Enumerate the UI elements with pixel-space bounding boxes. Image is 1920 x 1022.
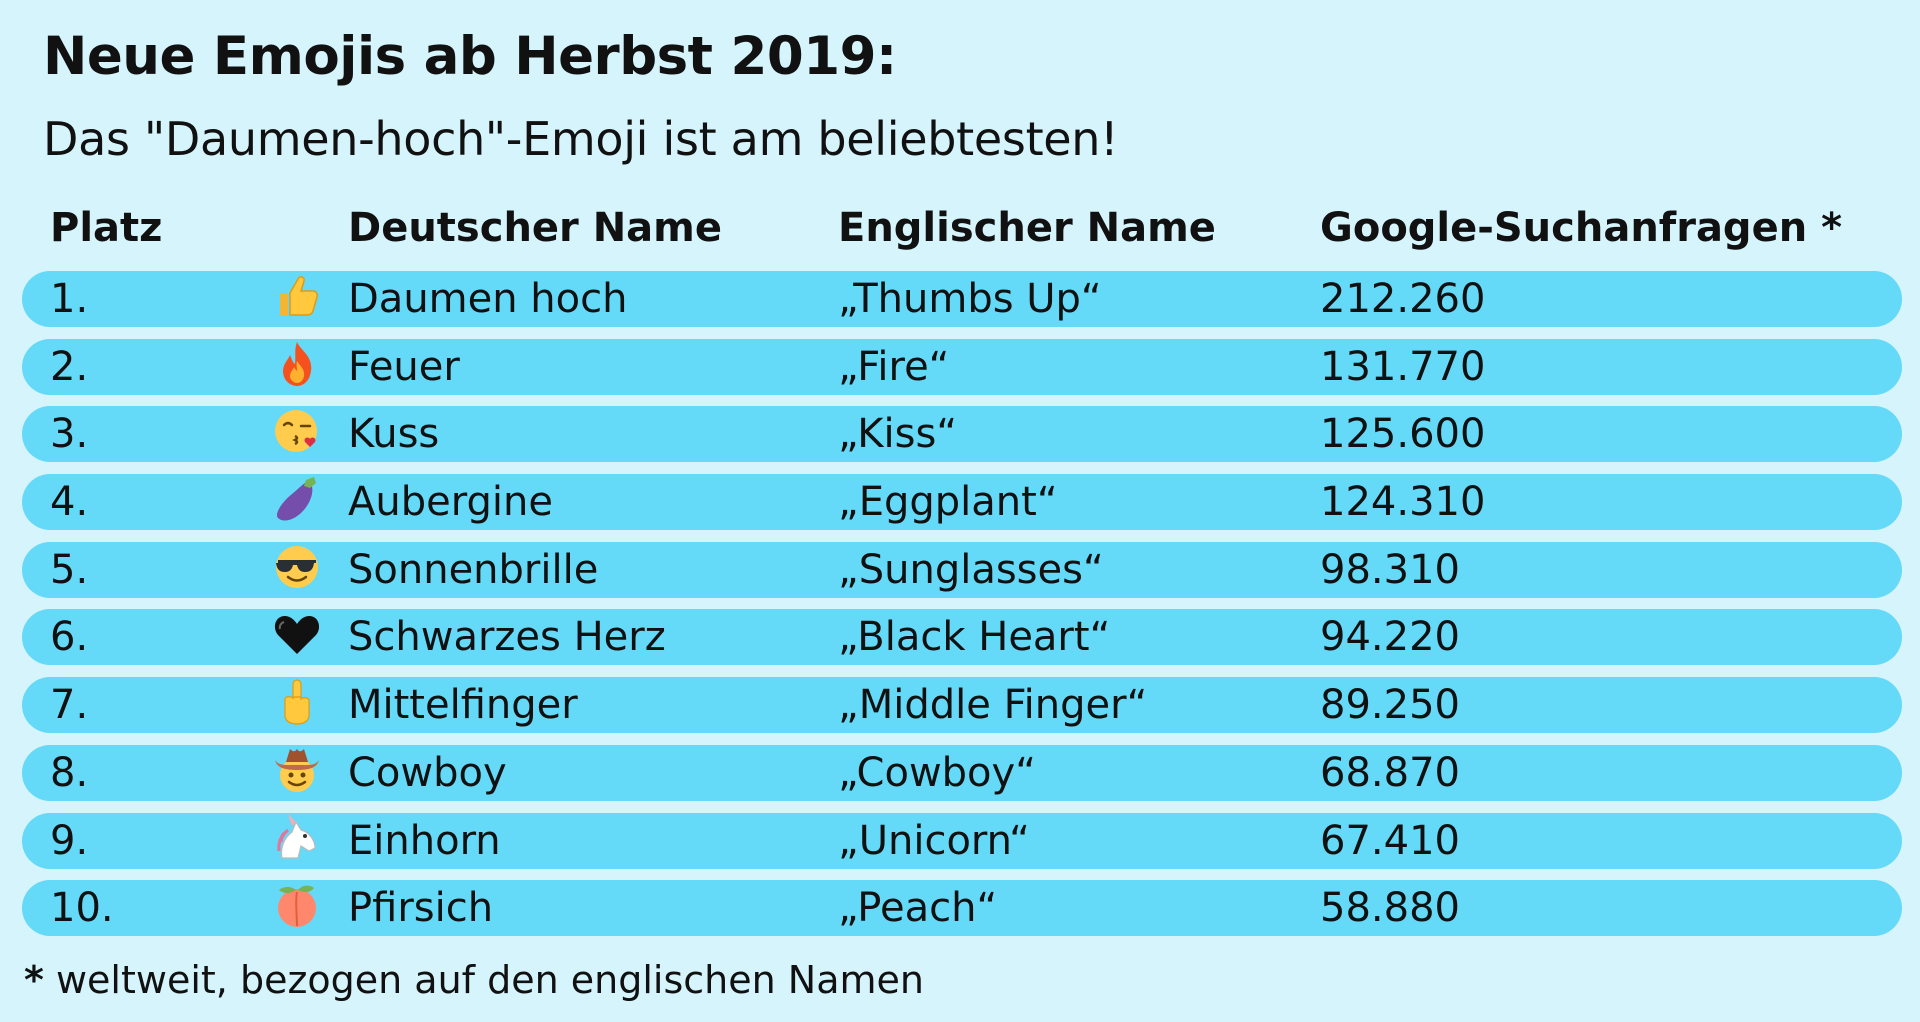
- english-name: „Middle Finger“: [838, 682, 1148, 729]
- german-name: Feuer: [348, 343, 460, 390]
- table-row: 8. Cowboy „Cowboy“ 68.870: [22, 744, 1902, 801]
- search-count: 68.870: [1320, 749, 1460, 796]
- rank-label: 10.: [50, 885, 114, 932]
- search-count: 125.600: [1320, 411, 1486, 458]
- table-row: 9. Einhorn „Unicorn“ 67.410: [22, 812, 1902, 869]
- footnote: * weltweit, bezogen auf den englischen N…: [24, 958, 924, 1002]
- kiss-face-icon: [272, 406, 322, 456]
- peach-icon: [272, 880, 322, 930]
- rank-label: 1.: [50, 276, 89, 322]
- english-name: „Unicorn“: [838, 817, 1030, 864]
- english-name: „Thumbs Up“: [838, 276, 1102, 322]
- table-row: 1. Daumen hoch „Thumbs Up“ 212.260: [22, 271, 1902, 327]
- german-name: Kuss: [348, 411, 440, 458]
- german-name: Cowboy: [348, 749, 507, 796]
- column-header-german-name: Deutscher Name: [348, 205, 722, 251]
- eggplant-icon: [272, 474, 322, 524]
- chart-subtitle: Das "Daumen-hoch"-Emoji ist am beliebtes…: [43, 112, 1119, 166]
- table-row: 3. Kuss „Kiss“ 125.600: [22, 406, 1902, 463]
- rank-label: 6.: [50, 614, 89, 661]
- unicorn-icon: [272, 813, 322, 863]
- german-name: Sonnenbrille: [348, 546, 599, 593]
- search-count: 58.880: [1320, 885, 1460, 932]
- cowboy-face-icon: [272, 745, 322, 795]
- table-row: 10. Pfirsich „Peach“ 58.880: [22, 880, 1902, 937]
- rank-label: 8.: [50, 749, 89, 796]
- english-name: „Peach“: [838, 885, 998, 932]
- table-row: 6. Schwarzes Herz „Black Heart“ 94.220: [22, 609, 1902, 666]
- rank-label: 2.: [50, 343, 89, 390]
- middle-finger-icon: [272, 677, 322, 727]
- table-row: 2. Feuer „Fire“ 131.770: [22, 338, 1902, 395]
- german-name: Aubergine: [348, 479, 553, 526]
- footnote-marker: *: [24, 958, 44, 1002]
- column-header-rank: Platz: [50, 205, 163, 251]
- english-name: „Sunglasses“: [838, 546, 1104, 593]
- rank-label: 7.: [50, 682, 89, 729]
- search-count: 67.410: [1320, 817, 1460, 864]
- table-row: 4. Aubergine „Eggplant“ 124.310: [22, 474, 1902, 531]
- search-count: 131.770: [1320, 343, 1486, 390]
- table-row: 5. Sonnenbrille „Sunglasses“ 98.310: [22, 541, 1902, 598]
- search-count: 212.260: [1320, 276, 1486, 322]
- table-row: 7. Mittelfinger „Middle Finger“ 89.250: [22, 677, 1902, 734]
- english-name: „Kiss“: [838, 411, 958, 458]
- search-count: 98.310: [1320, 546, 1460, 593]
- english-name: „Cowboy“: [838, 749, 1036, 796]
- chart-title: Neue Emojis ab Herbst 2019:: [43, 26, 897, 87]
- rank-label: 4.: [50, 479, 89, 526]
- fire-icon: [272, 339, 322, 389]
- rank-label: 9.: [50, 817, 89, 864]
- table-header: Platz Deutscher Name Englischer Name Goo…: [0, 205, 1920, 255]
- english-name: „Fire“: [838, 343, 950, 390]
- footnote-text: weltweit, bezogen auf den englischen Nam…: [43, 958, 924, 1002]
- english-name: „Eggplant“: [838, 479, 1058, 526]
- sunglasses-face-icon: [272, 542, 322, 592]
- german-name: Schwarzes Herz: [348, 614, 666, 661]
- black-heart-icon: [272, 609, 322, 659]
- search-count: 94.220: [1320, 614, 1460, 661]
- thumbs-up-icon: [272, 271, 322, 321]
- table-body: 1. Daumen hoch „Thumbs Up“ 212.260 2. Feuer „F…: [22, 271, 1902, 948]
- german-name: Pfirsich: [348, 885, 494, 932]
- german-name: Daumen hoch: [348, 276, 628, 322]
- column-header-google-searches: Google-Suchanfragen *: [1320, 205, 1843, 251]
- rank-label: 5.: [50, 546, 89, 593]
- english-name: „Black Heart“: [838, 614, 1111, 661]
- german-name: Mittelfinger: [348, 682, 578, 729]
- german-name: Einhorn: [348, 817, 501, 864]
- rank-label: 3.: [50, 411, 89, 458]
- search-count: 89.250: [1320, 682, 1460, 729]
- search-count: 124.310: [1320, 479, 1486, 526]
- column-header-english-name: Englischer Name: [838, 205, 1216, 251]
